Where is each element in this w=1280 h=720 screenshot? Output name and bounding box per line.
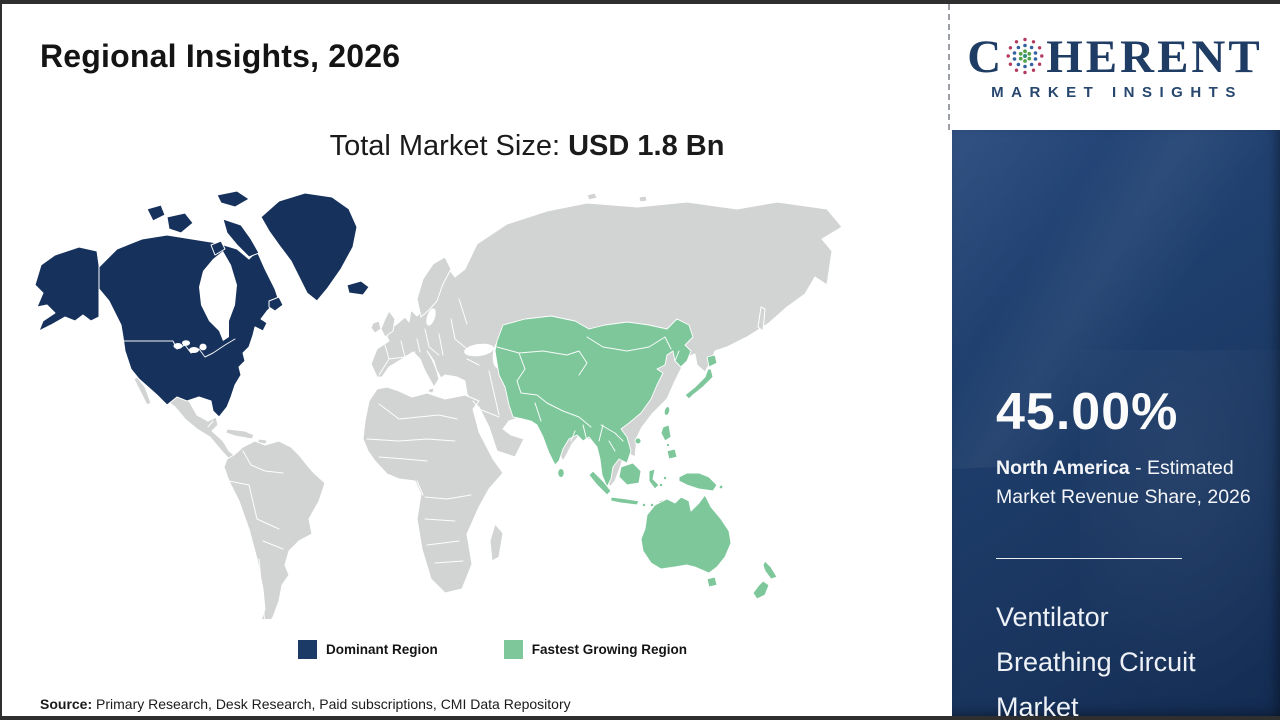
source-line: Source: Primary Research, Desk Research,… — [40, 696, 571, 712]
world-map — [27, 189, 847, 619]
map-region-north-america — [34, 190, 370, 418]
brand-letter-c: C — [967, 30, 1005, 83]
total-market-size: Total Market Size: USD 1.8 Bn — [102, 130, 952, 163]
market-name: Ventilator Breathing Circuit Market — [996, 602, 1196, 716]
legend-label-dominant: Dominant Region — [326, 642, 438, 657]
total-market-size-label: Total Market Size: — [329, 130, 569, 162]
share-note: - Estimated Market Revenue Share, 2026 — [996, 457, 1251, 508]
brand-tagline: MARKET INSIGHTS — [991, 83, 1243, 101]
main-canvas: Regional Insights, 2026 Total Market Siz… — [2, 4, 952, 716]
brand-wordmark: C HERENT — [967, 30, 1263, 83]
map-region-asia-pacific — [494, 315, 778, 600]
source-text: Primary Research, Desk Research, Paid su… — [92, 696, 571, 712]
world-map-svg — [34, 190, 843, 619]
brand-wordmark-rest: HERENT — [1046, 30, 1263, 83]
market-share-description: North America - Estimated Market Revenue… — [996, 454, 1258, 511]
brand-globe-icon — [1006, 37, 1044, 75]
region-name: North America — [996, 457, 1130, 479]
legend-item-dominant: Dominant Region — [298, 640, 438, 659]
legend-swatch-dominant — [298, 640, 317, 659]
legend-label-fastest-growing: Fastest Growing Region — [531, 642, 688, 657]
brand-logo: C HERENT MARKET INSIGHTS — [948, 4, 1280, 130]
market-share-value: 45.00% — [996, 383, 1179, 441]
source-label: Source: — [40, 696, 93, 712]
page-title: Regional Insights, 2026 — [40, 38, 401, 74]
map-legend: Dominant Region Fastest Growing Region — [298, 640, 687, 659]
panel-divider — [996, 558, 1182, 559]
legend-item-fastest-growing: Fastest Growing Region — [503, 640, 688, 659]
total-market-size-value: USD 1.8 Bn — [568, 130, 725, 162]
highlight-panel: 45.00% North America - Estimated Market … — [952, 130, 1280, 716]
legend-swatch-fastest-growing — [503, 640, 523, 659]
